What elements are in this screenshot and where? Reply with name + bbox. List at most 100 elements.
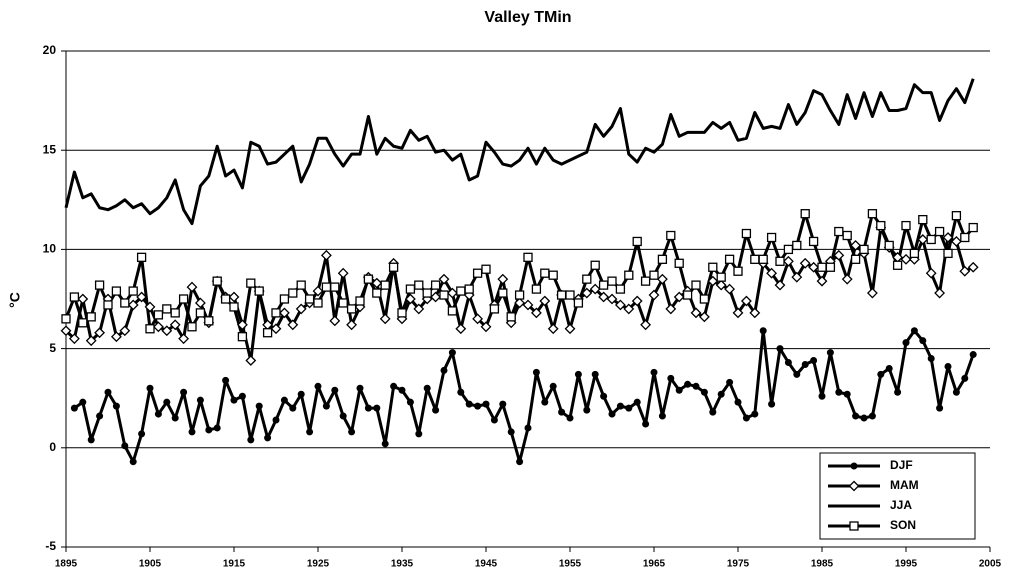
point — [264, 434, 272, 442]
point — [455, 323, 467, 335]
point — [499, 400, 507, 408]
point — [792, 240, 802, 251]
point — [112, 402, 120, 410]
point — [902, 339, 910, 347]
point — [271, 308, 281, 318]
point — [481, 264, 491, 274]
point — [306, 428, 314, 436]
point — [447, 306, 458, 316]
point — [541, 398, 549, 406]
y-tick-label: 5 — [49, 341, 56, 355]
point — [960, 232, 970, 243]
point — [397, 308, 407, 318]
point — [322, 402, 330, 410]
x-tick-label: 1905 — [139, 559, 162, 570]
point — [766, 232, 777, 243]
point — [439, 290, 449, 300]
y-tick-label: 20 — [43, 43, 57, 57]
point — [390, 382, 398, 390]
point — [607, 276, 617, 286]
point — [297, 390, 305, 398]
point — [640, 319, 652, 331]
point — [522, 299, 534, 311]
point — [246, 278, 256, 288]
point — [178, 333, 190, 345]
point — [94, 280, 105, 290]
point — [314, 382, 322, 390]
point — [472, 268, 483, 278]
point — [615, 284, 626, 294]
point — [834, 226, 844, 237]
point — [690, 307, 702, 319]
point — [136, 291, 148, 303]
point — [188, 428, 196, 436]
point — [516, 458, 524, 466]
point — [86, 312, 96, 322]
point — [414, 280, 424, 290]
point — [759, 327, 767, 335]
point — [917, 234, 929, 245]
point — [564, 323, 576, 335]
point — [793, 370, 801, 378]
point — [833, 249, 845, 261]
point — [85, 335, 97, 347]
point — [270, 323, 282, 335]
point — [782, 255, 794, 267]
point — [472, 313, 484, 325]
point — [926, 234, 936, 245]
point — [573, 298, 584, 308]
point — [818, 392, 826, 400]
point — [699, 294, 710, 304]
point — [934, 287, 946, 299]
point — [733, 266, 743, 276]
point — [724, 254, 735, 264]
point — [146, 384, 154, 392]
point — [768, 400, 776, 408]
point — [163, 398, 171, 406]
point — [337, 267, 349, 279]
legend-label: JJA — [890, 498, 912, 512]
point — [312, 285, 324, 297]
point — [152, 321, 164, 333]
point — [531, 284, 542, 294]
point — [650, 368, 658, 376]
point — [740, 295, 752, 307]
point — [514, 297, 526, 309]
point — [808, 261, 820, 273]
point — [583, 406, 591, 414]
point — [642, 420, 650, 428]
point — [346, 319, 358, 331]
point — [103, 300, 113, 310]
point — [262, 328, 273, 338]
point — [598, 291, 610, 303]
point — [548, 270, 558, 280]
point — [222, 376, 230, 384]
point — [278, 307, 290, 319]
point — [272, 416, 280, 424]
point — [801, 360, 809, 368]
point — [523, 252, 533, 262]
point — [925, 267, 937, 279]
point — [405, 284, 416, 294]
point — [625, 404, 633, 412]
point — [884, 240, 894, 251]
point — [967, 261, 979, 273]
point — [279, 294, 290, 304]
point — [465, 400, 473, 408]
point — [220, 294, 231, 304]
point — [145, 324, 155, 334]
point — [304, 294, 315, 304]
point — [808, 236, 819, 247]
point — [238, 392, 246, 400]
point — [346, 304, 357, 314]
point — [547, 323, 559, 335]
point — [909, 248, 920, 259]
point — [816, 275, 828, 287]
point — [707, 275, 719, 287]
point — [698, 311, 710, 323]
point — [423, 384, 431, 392]
x-tick-label: 1915 — [223, 559, 246, 570]
point — [121, 442, 129, 450]
point — [624, 270, 634, 280]
point — [726, 378, 734, 386]
